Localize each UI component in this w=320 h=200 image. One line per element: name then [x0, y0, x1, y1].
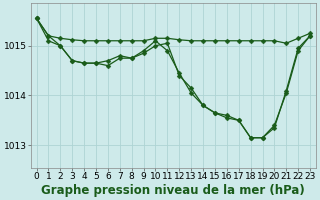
- X-axis label: Graphe pression niveau de la mer (hPa): Graphe pression niveau de la mer (hPa): [42, 184, 305, 197]
